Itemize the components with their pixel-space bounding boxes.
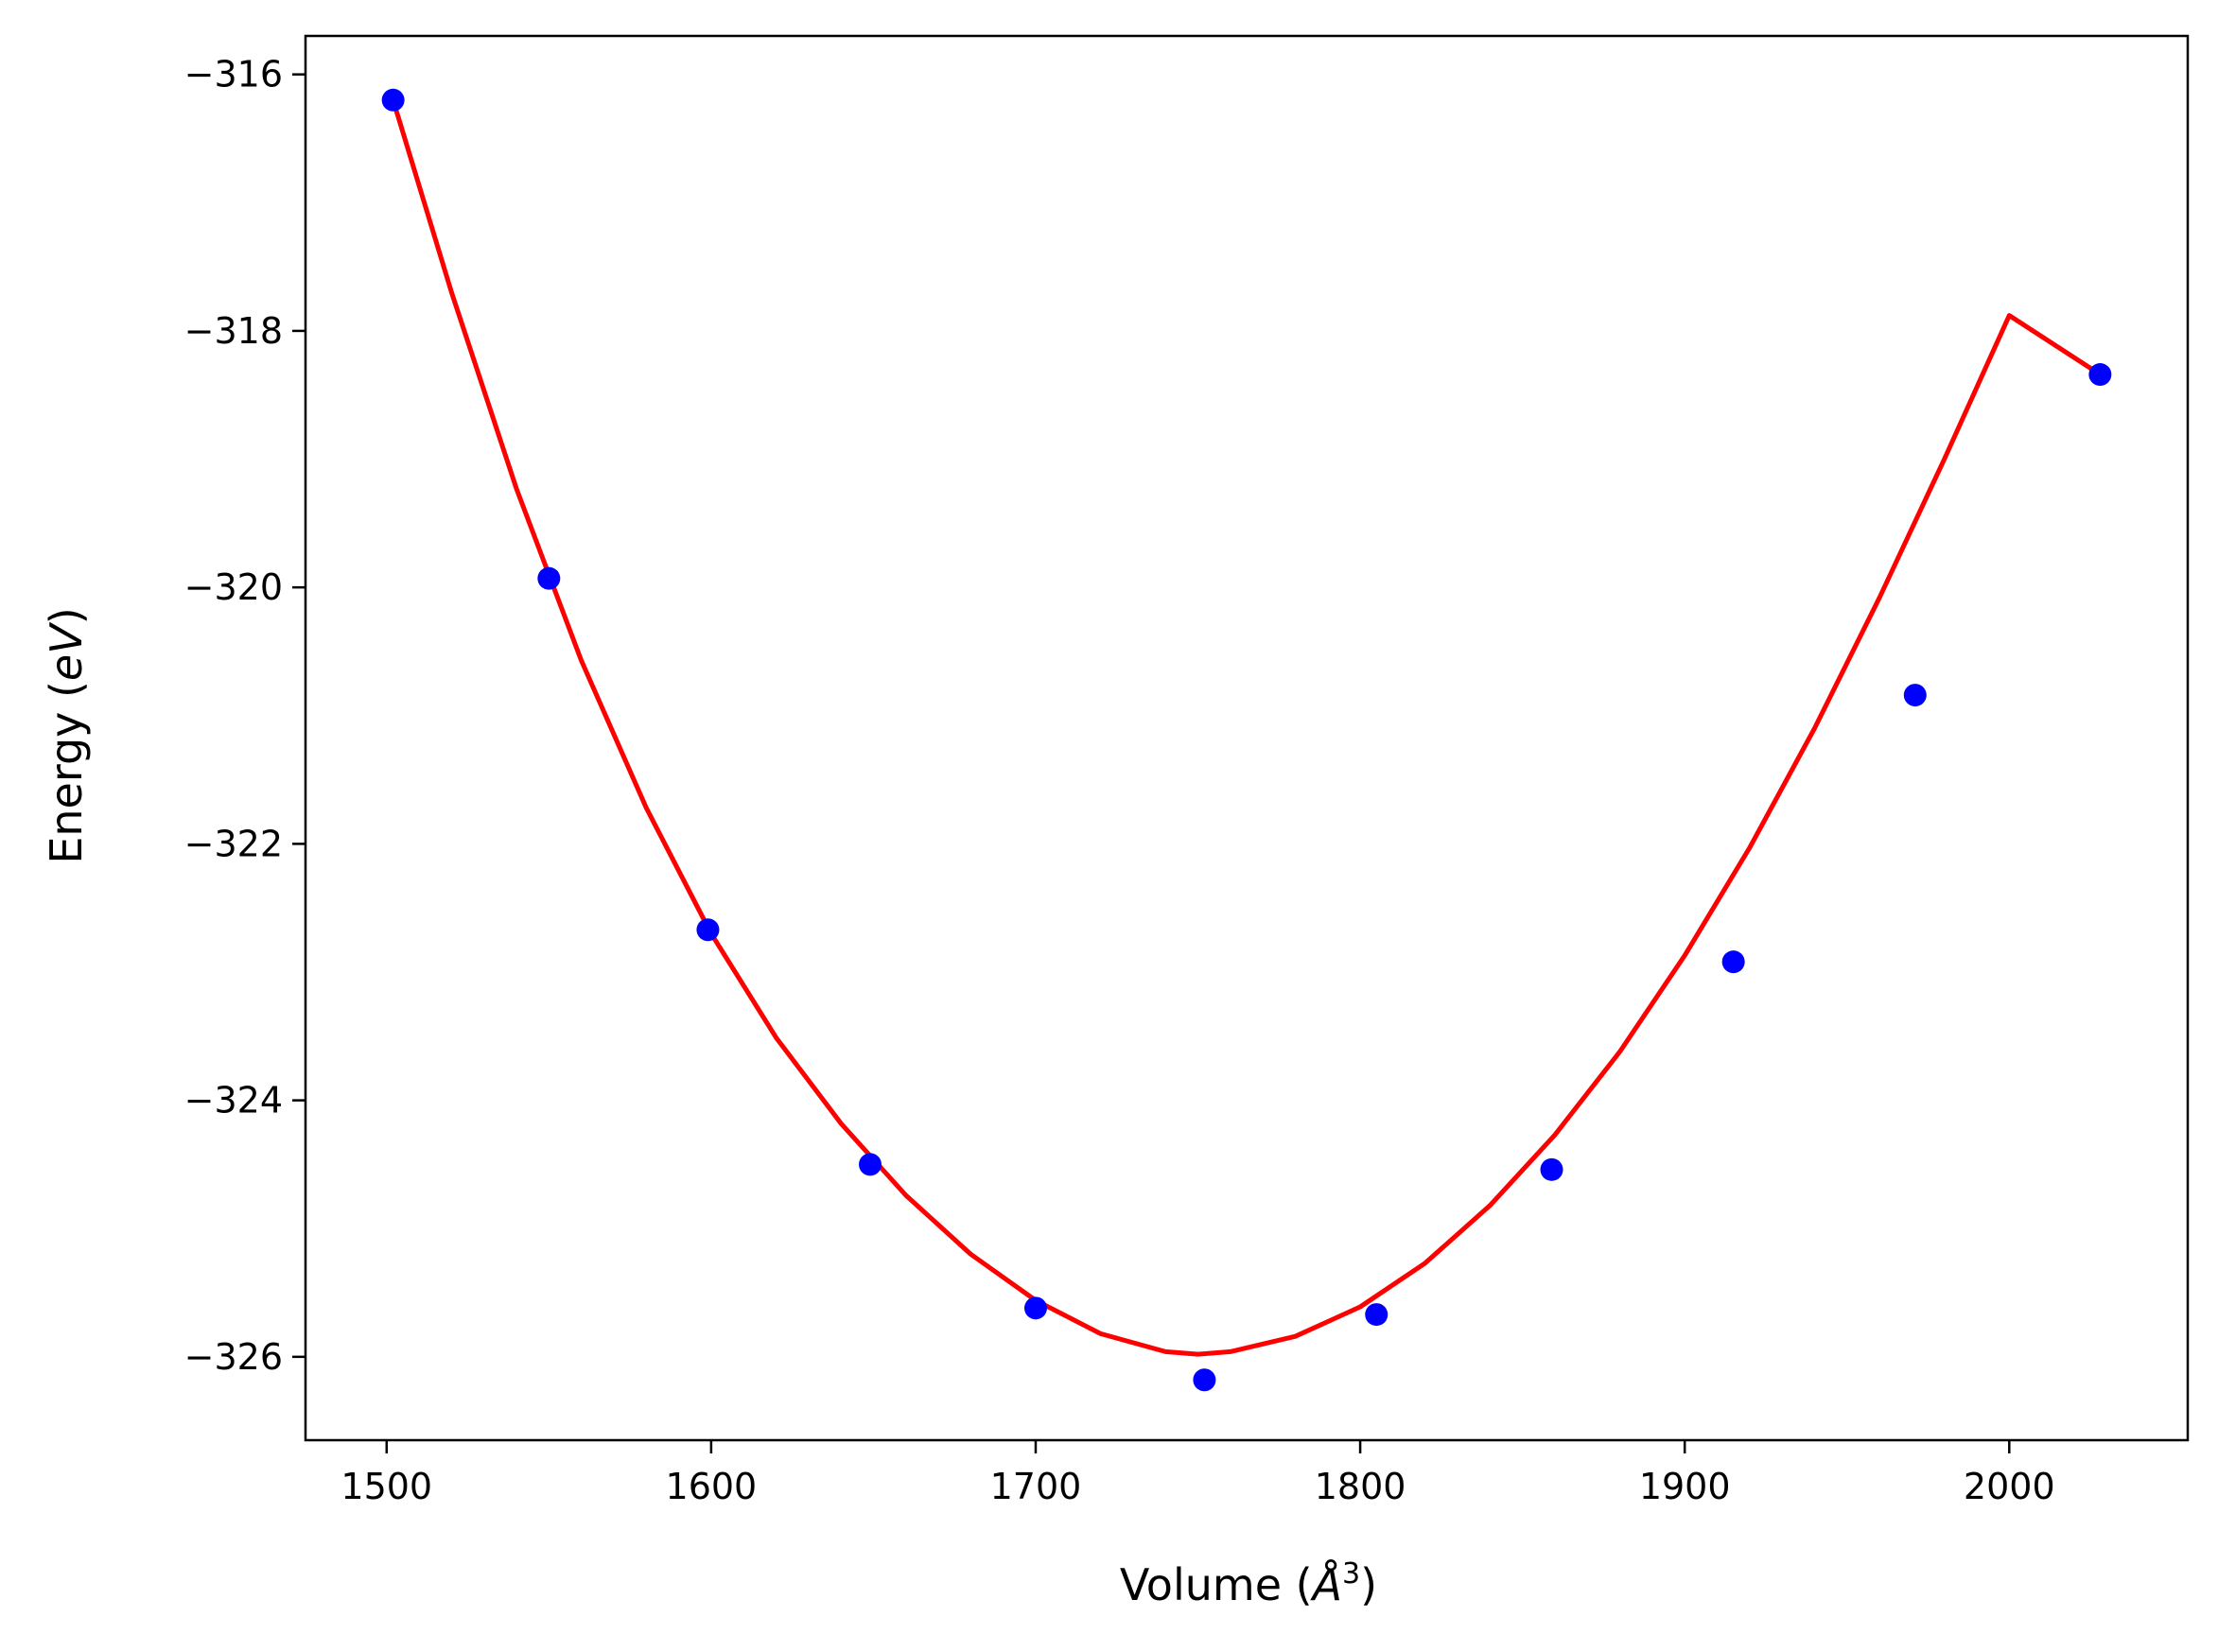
plot-frame [304,34,2190,1442]
y-axis-label: Energy (eV) [41,607,92,863]
data-point [537,566,561,590]
x-tick-label: 2000 [1964,1466,2055,1507]
y-tick-label: −318 [184,310,283,352]
data-point [696,918,720,942]
y-tick-label: −320 [184,566,283,608]
data-point [2088,363,2112,387]
data-point [1540,1157,1563,1181]
data-point [1903,684,1927,707]
x-tick-label: 1500 [341,1466,432,1507]
y-axis-ticks: −316 −318 −320 −322 −324 −326 [184,54,306,1378]
x-tick-label: 1600 [666,1466,758,1507]
data-point [1365,1303,1388,1327]
data-point [1193,1368,1216,1392]
y-tick-label: −316 [184,54,283,96]
y-tick-label: −326 [184,1336,283,1378]
data-point [1721,950,1745,974]
y-tick-label: −322 [184,823,283,864]
fit-curve-line [391,99,2102,1357]
data-point [381,88,405,112]
data-point [859,1153,882,1176]
x-tick-label: 1800 [1315,1466,1406,1507]
x-axis-ticks: 1500 1600 1700 1800 1900 2000 [341,1440,2055,1507]
x-axis-label: Volume (Å3) [1120,1557,1377,1610]
y-tick-label: −324 [184,1080,283,1122]
data-points-layer [381,88,2112,1392]
data-point [1023,1296,1047,1320]
fit-curve-layer [391,99,2102,1357]
x-tick-label: 1900 [1639,1466,1731,1507]
x-tick-label: 1700 [990,1466,1082,1507]
